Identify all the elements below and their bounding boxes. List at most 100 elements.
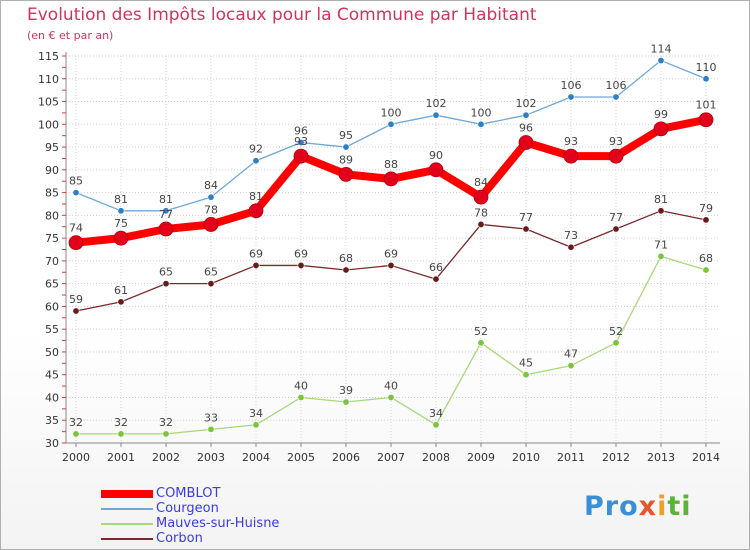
data-point — [428, 162, 444, 178]
data-label: 101 — [696, 99, 717, 112]
data-label: 74 — [69, 222, 83, 235]
data-point — [68, 235, 84, 251]
data-label: 88 — [384, 158, 398, 171]
data-label: 92 — [249, 143, 263, 156]
y-tick-label: 55 — [45, 323, 59, 336]
data-label: 81 — [114, 193, 128, 206]
y-tick-label: 90 — [45, 164, 59, 177]
data-label: 32 — [69, 416, 83, 429]
data-point — [473, 189, 489, 205]
data-point — [117, 298, 125, 306]
legend-label: Corbon — [156, 531, 203, 546]
data-point — [297, 393, 305, 401]
data-point — [432, 111, 440, 119]
data-point — [612, 225, 620, 233]
y-tick-label: 80 — [45, 209, 59, 222]
data-point — [207, 280, 215, 288]
data-point — [477, 339, 485, 347]
legend-item-mauves-sur-huisne: Mauves-sur-Huisne — [101, 516, 361, 532]
data-point — [117, 207, 125, 215]
data-point — [342, 143, 350, 151]
data-label: 68 — [699, 252, 713, 265]
data-point — [252, 421, 260, 429]
data-label: 93 — [294, 135, 308, 148]
y-tick-label: 45 — [45, 369, 59, 382]
data-label: 84 — [474, 176, 488, 189]
data-label: 52 — [474, 325, 488, 338]
data-point — [342, 398, 350, 406]
data-point — [477, 220, 485, 228]
data-label: 102 — [426, 97, 447, 110]
data-label: 69 — [249, 247, 263, 260]
data-label: 40 — [384, 379, 398, 392]
data-label: 77 — [159, 208, 173, 221]
data-label: 69 — [384, 247, 398, 260]
data-point — [432, 275, 440, 283]
data-point — [252, 157, 260, 165]
data-point — [608, 148, 624, 164]
data-point — [387, 393, 395, 401]
data-label: 75 — [114, 217, 128, 230]
data-point — [383, 171, 399, 187]
data-label: 96 — [519, 122, 533, 135]
legend-label: COMBLOT — [156, 486, 221, 501]
data-point — [657, 252, 665, 260]
data-point — [522, 111, 530, 119]
data-point — [203, 217, 219, 232]
data-point — [567, 243, 575, 251]
data-point — [657, 207, 665, 215]
data-point — [162, 280, 170, 288]
y-tick-label: 115 — [38, 50, 59, 63]
data-label: 32 — [159, 416, 173, 429]
proxiti-logo: Proxiti — [584, 491, 692, 522]
x-tick-label: 2013 — [647, 451, 675, 464]
x-tick-label: 2008 — [422, 451, 450, 464]
data-point — [567, 362, 575, 370]
legend-swatch — [101, 508, 153, 510]
data-point — [297, 139, 305, 147]
data-label: 84 — [204, 179, 218, 192]
data-label: 52 — [609, 325, 623, 338]
data-label: 34 — [249, 407, 263, 420]
data-label: 78 — [474, 206, 488, 219]
x-tick-label: 2001 — [107, 451, 135, 464]
series-corbon: 59 61 65 65 69 69 68 69 66 78 77 73 77 81 79 — [69, 193, 713, 315]
y-tick-label: 75 — [45, 232, 59, 245]
x-tick-label: 2006 — [332, 451, 360, 464]
legend: COMBLOT Courgeon Mauves-sur-Huisne Corbon — [101, 486, 361, 547]
x-tick-label: 2014 — [692, 451, 720, 464]
data-label: 89 — [339, 153, 353, 166]
y-tick-label: 85 — [45, 187, 59, 200]
data-point — [612, 93, 620, 101]
x-tick-label: 2000 — [62, 451, 90, 464]
data-point — [117, 430, 125, 438]
y-tick-label: 35 — [45, 414, 59, 427]
data-label: 93 — [609, 135, 623, 148]
data-label: 68 — [339, 252, 353, 265]
data-point — [522, 225, 530, 233]
data-label: 110 — [696, 61, 717, 74]
data-point — [252, 261, 260, 269]
y-tick-label: 105 — [38, 96, 59, 109]
data-label: 77 — [609, 211, 623, 224]
x-tick-label: 2004 — [242, 451, 270, 464]
data-label: 34 — [429, 407, 443, 420]
data-label: 81 — [159, 193, 173, 206]
data-label: 45 — [519, 357, 533, 370]
data-point — [563, 148, 579, 164]
y-tick-label: 50 — [45, 346, 59, 359]
data-label: 32 — [114, 416, 128, 429]
legend-item-corbon: Corbon — [101, 531, 361, 547]
data-point — [342, 266, 350, 274]
data-point — [162, 430, 170, 438]
data-point — [297, 261, 305, 269]
legend-label: Courgeon — [156, 501, 219, 516]
data-point — [72, 307, 80, 315]
x-tick-label: 2007 — [377, 451, 405, 464]
data-label: 95 — [339, 129, 353, 142]
data-label: 40 — [294, 379, 308, 392]
data-label: 33 — [204, 411, 218, 424]
